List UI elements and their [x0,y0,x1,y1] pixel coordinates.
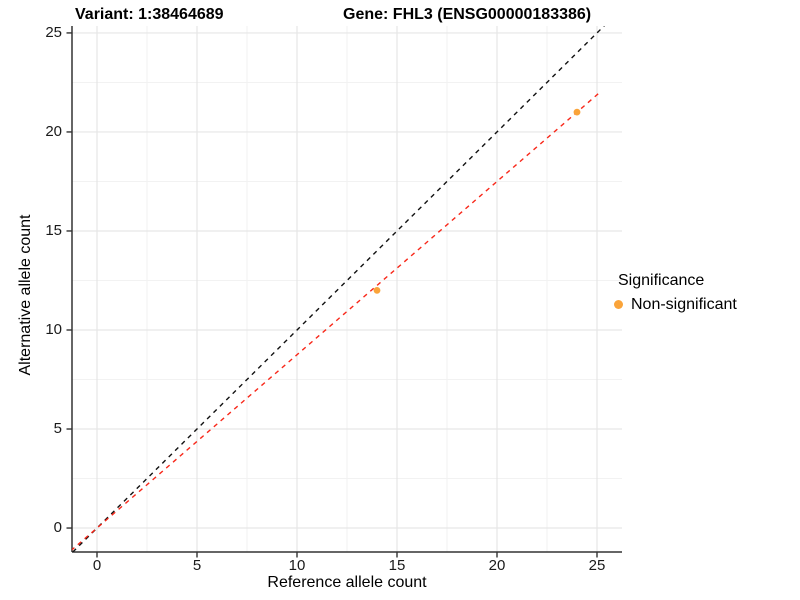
identity-line [72,26,605,552]
data-point [573,108,581,116]
plot-title-variant: Variant: 1:38464689 [75,6,224,23]
y-tick-label: 10 [45,320,62,338]
fit-line [72,92,600,551]
x-tick-label: 5 [192,557,202,574]
y-tick-label: 0 [53,519,62,537]
legend: Significance Non-significant [613,271,737,314]
x-tick-label: 10 [288,557,306,574]
x-tick-label: 0 [92,557,102,574]
x-tick-label: 20 [488,557,506,574]
y-tick-label: 5 [53,420,62,438]
y-tick-label: 25 [45,23,62,41]
data-point [373,286,381,294]
legend-point-icon [614,300,623,309]
x-tick-label: 25 [588,557,606,574]
x-axis-title: Reference allele count [267,574,427,591]
y-tick-label: 20 [45,122,62,140]
y-tick-label: 15 [45,221,62,239]
x-tick-label: 15 [388,557,406,574]
y-axis-title: Alternative allele count [17,214,34,376]
legend-item: Non-significant [613,295,737,314]
legend-title: Significance [618,272,705,289]
plot-title-gene: Gene: FHL3 (ENSG00000183386) [343,6,592,23]
legend-item-label: Non-significant [631,296,737,313]
